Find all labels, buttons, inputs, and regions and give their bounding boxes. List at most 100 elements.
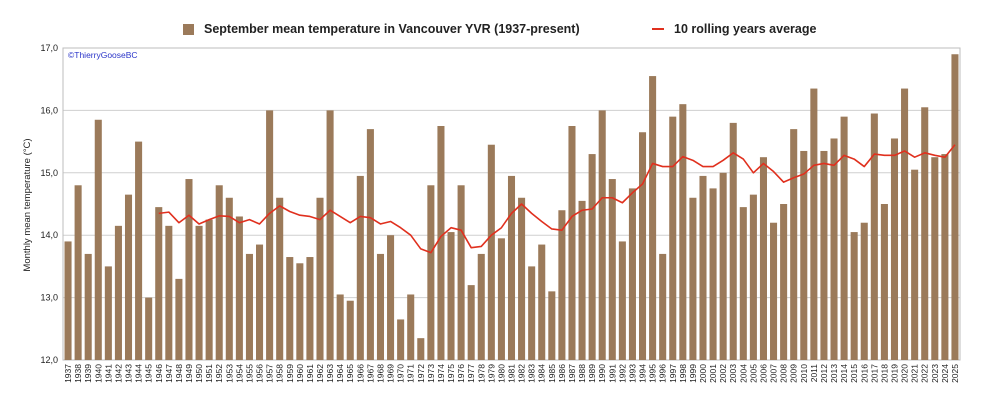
x-tick-label: 1961 bbox=[305, 364, 315, 383]
bar bbox=[578, 200, 586, 360]
x-tick-label: 1994 bbox=[638, 364, 648, 383]
bar bbox=[266, 110, 274, 361]
bar bbox=[407, 294, 415, 360]
x-tick-label: 1985 bbox=[547, 364, 557, 383]
bar bbox=[880, 204, 888, 360]
bar bbox=[770, 222, 778, 360]
x-tick-label: 1993 bbox=[627, 364, 637, 383]
bar bbox=[84, 253, 92, 360]
x-tick-label: 1963 bbox=[325, 364, 335, 383]
x-tick-label: 1966 bbox=[355, 364, 365, 383]
x-tick-label: 2006 bbox=[758, 364, 768, 383]
x-tick-label: 1952 bbox=[214, 364, 224, 383]
x-tick-label: 1997 bbox=[668, 364, 678, 383]
x-tick-label: 1954 bbox=[234, 364, 244, 383]
x-tick-label: 2009 bbox=[789, 364, 799, 383]
bar bbox=[336, 294, 344, 360]
rolling-average-series bbox=[158, 144, 956, 254]
bar bbox=[507, 175, 516, 360]
x-tick-label: 2025 bbox=[950, 364, 960, 383]
bar bbox=[729, 122, 737, 360]
bar bbox=[850, 232, 858, 360]
bar bbox=[205, 219, 213, 360]
x-tick-label: 1979 bbox=[486, 364, 496, 383]
bar bbox=[780, 204, 788, 360]
bar bbox=[296, 263, 304, 360]
bar bbox=[820, 150, 828, 360]
x-tick-label: 2019 bbox=[889, 364, 899, 383]
x-tick-label: 1968 bbox=[375, 364, 385, 383]
x-tick-label: 1971 bbox=[406, 364, 416, 383]
axes: 12,0 13,0 14,0 15,0 16,0 17,0 1937 1938 1939 1940… bbox=[40, 43, 959, 383]
x-tick-label: 1941 bbox=[103, 364, 113, 383]
bar bbox=[608, 179, 616, 360]
bar bbox=[528, 266, 536, 360]
y-tick-label: 13,0 bbox=[40, 293, 58, 303]
bar bbox=[94, 119, 102, 360]
x-tick-label: 2024 bbox=[940, 364, 950, 383]
x-tick-label: 1988 bbox=[577, 364, 587, 383]
legend-line-swatch bbox=[652, 28, 664, 30]
bar bbox=[145, 297, 153, 360]
x-tick-label: 2005 bbox=[748, 364, 758, 383]
bar bbox=[316, 197, 324, 360]
x-tick-label: 1946 bbox=[154, 364, 164, 383]
x-tick-label: 1967 bbox=[365, 364, 375, 383]
legend-bar-swatch bbox=[183, 23, 194, 35]
x-tick-label: 1996 bbox=[658, 364, 668, 383]
bar bbox=[245, 253, 253, 360]
x-tick-label: 2001 bbox=[708, 364, 718, 383]
x-tick-label: 1950 bbox=[194, 364, 204, 383]
rolling-average-line bbox=[158, 144, 956, 254]
x-tick-label: 1980 bbox=[496, 364, 506, 383]
bar bbox=[538, 244, 546, 360]
x-tick-label: 1959 bbox=[285, 364, 295, 383]
x-tick-label: 1976 bbox=[456, 364, 466, 383]
bar bbox=[376, 253, 385, 360]
bar bbox=[659, 253, 667, 360]
bar bbox=[638, 132, 647, 360]
bar bbox=[548, 291, 556, 360]
x-tick-label: 2010 bbox=[799, 364, 809, 383]
bar bbox=[165, 225, 173, 360]
bar bbox=[215, 185, 223, 360]
x-tick-label: 1960 bbox=[295, 364, 305, 383]
x-tick-label: 1974 bbox=[436, 364, 446, 383]
bar bbox=[467, 285, 475, 360]
x-tick-label: 2020 bbox=[900, 364, 910, 383]
x-tick-label: 1998 bbox=[678, 364, 688, 383]
x-tick-label: 1975 bbox=[446, 364, 456, 383]
x-tick-label: 1965 bbox=[345, 364, 355, 383]
x-tick-label: 2018 bbox=[879, 364, 889, 383]
x-tick-label: 2007 bbox=[769, 364, 779, 383]
y-tick-label: 15,0 bbox=[40, 168, 58, 178]
bar bbox=[689, 197, 697, 360]
bar bbox=[558, 210, 566, 360]
bar bbox=[397, 319, 405, 360]
bar bbox=[921, 107, 929, 360]
x-tick-label: 1983 bbox=[527, 364, 537, 383]
bar bbox=[155, 207, 163, 360]
bar bbox=[901, 88, 909, 360]
x-tick-label: 1962 bbox=[315, 364, 325, 383]
x-tick-label: 1964 bbox=[335, 364, 345, 383]
bar bbox=[487, 144, 495, 360]
x-tick-label: 2011 bbox=[809, 364, 819, 383]
bar bbox=[931, 157, 939, 360]
x-tick-label: 1969 bbox=[386, 364, 396, 383]
bar bbox=[679, 104, 687, 360]
x-tick-label: 2022 bbox=[920, 364, 930, 383]
x-tick-label: 2015 bbox=[849, 364, 859, 383]
x-tick-label: 1990 bbox=[597, 364, 607, 383]
bar bbox=[890, 138, 899, 360]
x-tick-label: 1957 bbox=[265, 364, 275, 383]
x-tick-label: 1958 bbox=[275, 364, 285, 383]
x-tick-label: 1973 bbox=[426, 364, 436, 383]
bar bbox=[104, 266, 112, 360]
y-tick-label: 16,0 bbox=[40, 105, 58, 115]
x-tick-label: 1992 bbox=[617, 364, 627, 383]
bar bbox=[749, 194, 757, 360]
bar bbox=[840, 116, 848, 360]
bar bbox=[800, 150, 808, 360]
bar bbox=[457, 185, 465, 360]
